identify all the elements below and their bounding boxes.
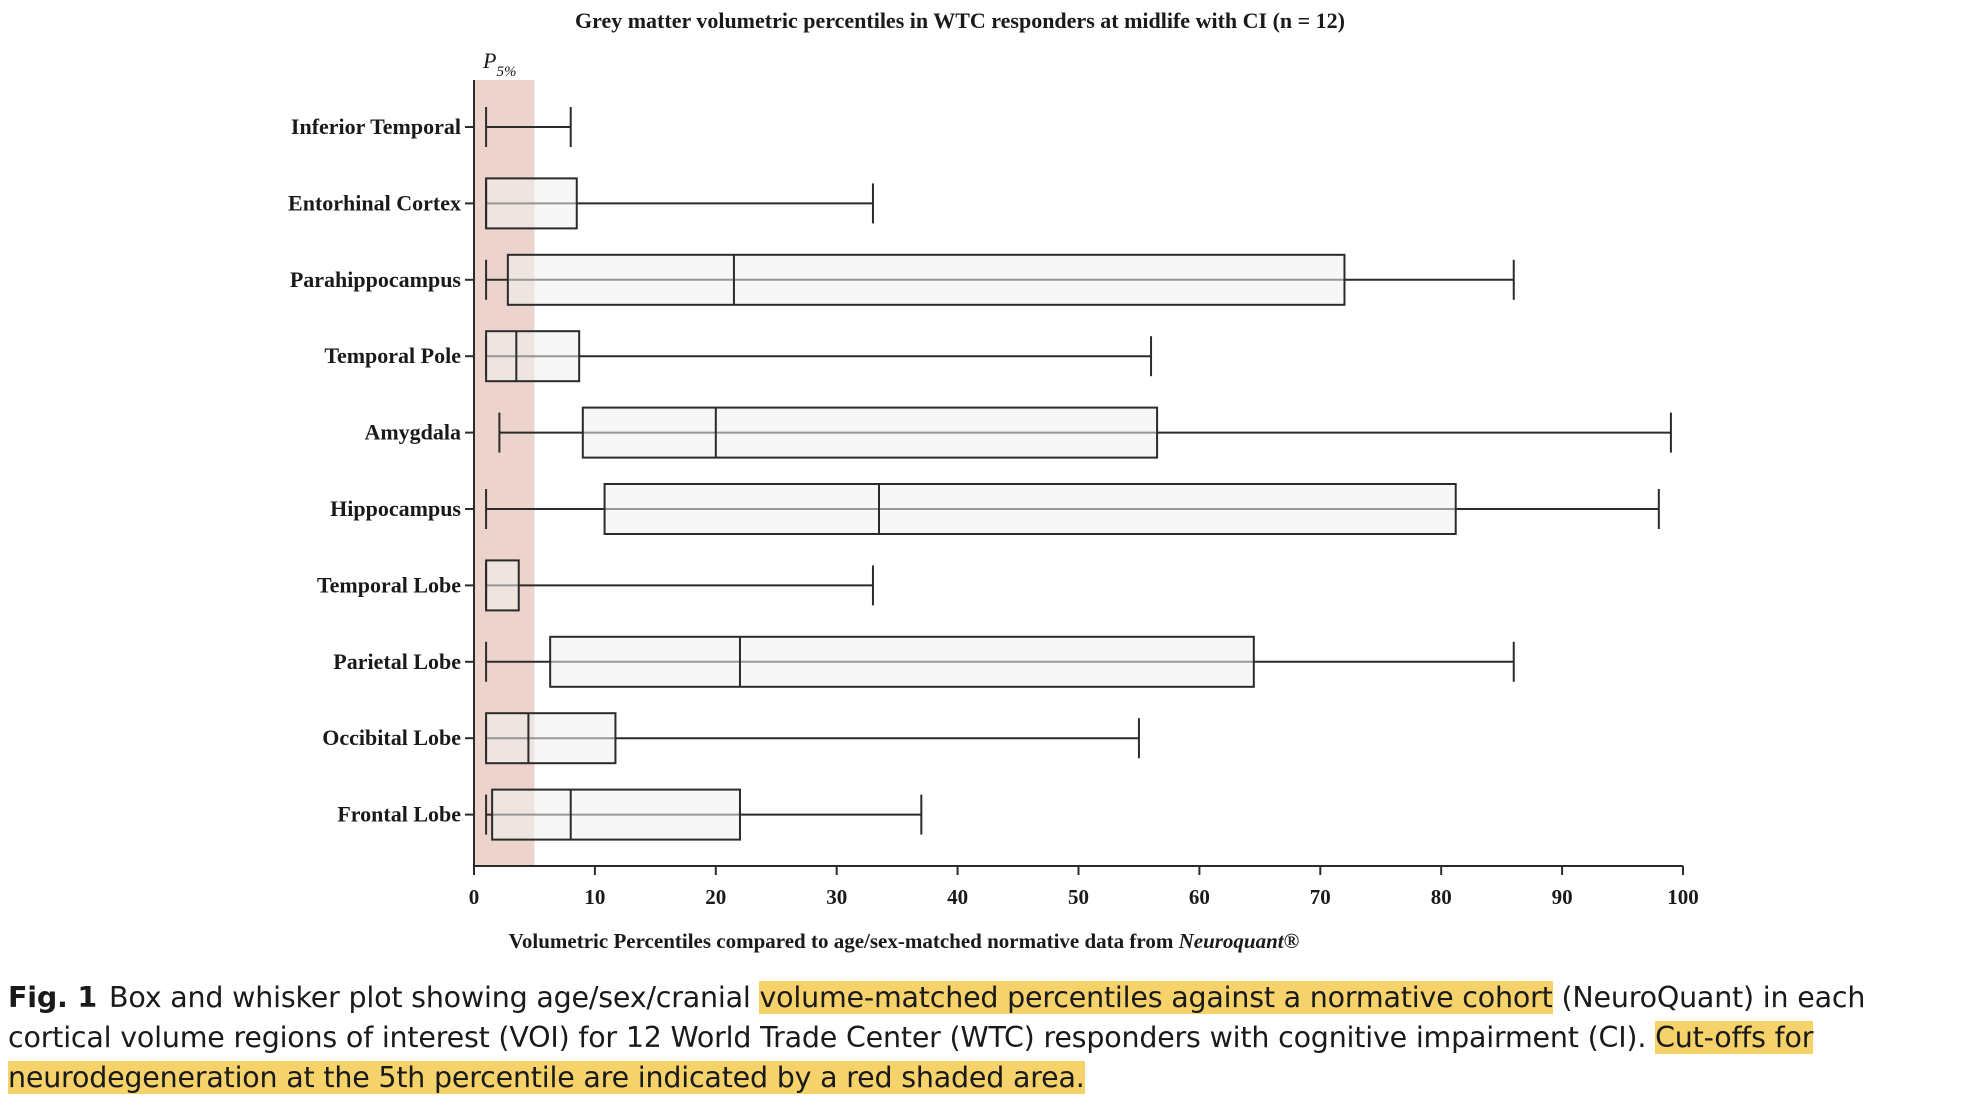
p5-label: P5% <box>482 48 516 80</box>
iqr-box <box>485 177 578 230</box>
category-label: Hippocampus <box>330 496 461 521</box>
figure-label: Fig. 1 <box>8 981 98 1014</box>
x-axis-label-main: Volumetric Percentiles compared to age/s… <box>509 929 1179 953</box>
x-tick-label: 70 <box>1310 885 1331 909</box>
x-axis-label-suffix: ® <box>1284 929 1300 953</box>
x-tick-label: 90 <box>1552 885 1573 909</box>
x-tick-label: 50 <box>1068 885 1089 909</box>
iqr-box <box>485 559 520 612</box>
box-3 <box>485 330 1153 383</box>
category-label: Frontal Lobe <box>337 802 461 827</box>
caption-text-1: Box and whisker plot showing age/sex/cra… <box>109 981 760 1014</box>
box-4 <box>498 406 1672 459</box>
x-tick-label: 100 <box>1667 885 1699 909</box>
iqr-box <box>581 406 1159 459</box>
p5-label-main: P <box>482 48 496 73</box>
category-label: Occibital Lobe <box>322 725 461 750</box>
iqr-box <box>491 788 741 841</box>
iqr-box <box>603 483 1457 535</box>
boxes <box>485 107 1672 841</box>
category-label: Inferior Temporal <box>291 114 461 139</box>
x-tick-label: 30 <box>826 885 847 909</box>
iqr-box <box>485 712 617 765</box>
box-0 <box>485 107 572 147</box>
iqr-box <box>549 635 1255 688</box>
box-plot-chart: Grey matter volumetric percentiles in WT… <box>288 8 1699 953</box>
figure-caption: Fig. 1 Box and whisker plot showing age/s… <box>8 978 1958 1098</box>
box-1 <box>485 177 874 230</box>
category-label: Temporal Lobe <box>317 572 461 597</box>
box-9 <box>485 788 923 841</box>
chart-title: Grey matter volumetric percentiles in WT… <box>575 8 1345 33</box>
x-tick-label: 80 <box>1431 885 1452 909</box>
box-7 <box>485 635 1515 688</box>
x-tick-label: 60 <box>1189 885 1210 909</box>
x-tick-label: 10 <box>584 885 605 909</box>
caption-text-2: (NeuroQuant) in each cortical volume reg… <box>8 981 1866 1054</box>
category-label: Parahippocampus <box>290 267 462 292</box>
x-axis-label-italic: Neuroquant <box>1178 929 1285 953</box>
x-tick-label: 20 <box>705 885 726 909</box>
axes: 0 10 20 30 40 50 60 70 80 90 100 Inferior Temporal E… <box>288 80 1699 909</box>
p5-label-sub: 5% <box>496 64 516 80</box>
box-6 <box>485 559 874 612</box>
x-tick-label: 0 <box>469 885 480 909</box>
category-label: Entorhinal Cortex <box>288 190 461 215</box>
box-8 <box>485 712 1140 765</box>
box-5 <box>485 483 1660 535</box>
category-label: Temporal Pole <box>324 343 461 368</box>
x-axis-label: Volumetric Percentiles compared to age/s… <box>509 929 1300 953</box>
iqr-box <box>506 253 1346 306</box>
category-label: Amygdala <box>364 420 461 445</box>
caption-highlight-1: volume-matched percentiles against a nor… <box>759 981 1553 1014</box>
x-tick-label: 40 <box>947 885 968 909</box>
box-2 <box>485 253 1515 306</box>
iqr-box <box>485 330 581 383</box>
category-label: Parietal Lobe <box>333 649 461 674</box>
